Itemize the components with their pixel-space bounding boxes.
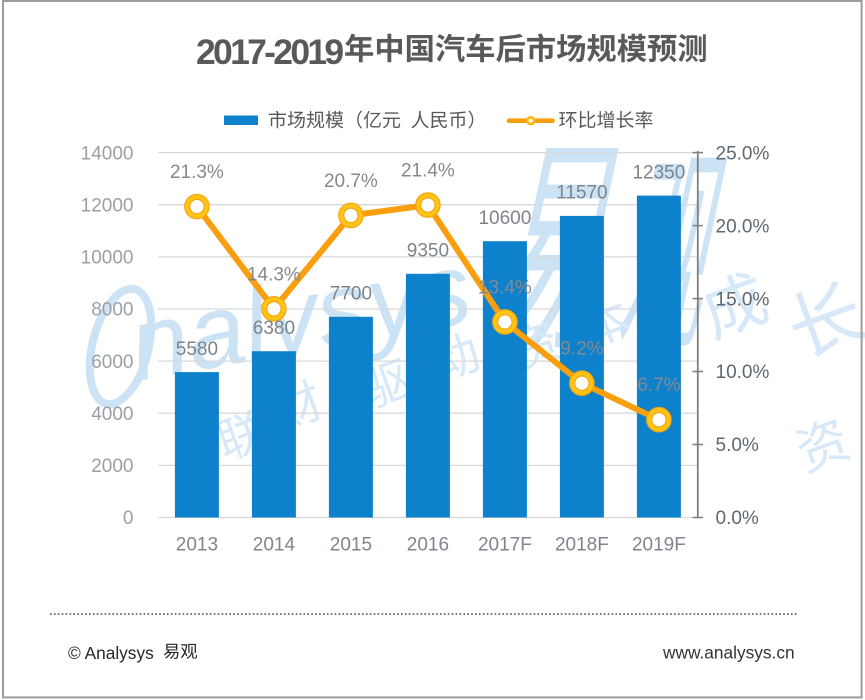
svg-text:2019F: 2019F xyxy=(632,535,686,556)
svg-text:4000: 4000 xyxy=(91,404,133,425)
svg-text:8000: 8000 xyxy=(91,300,133,321)
svg-text:21.3%: 21.3% xyxy=(170,162,224,183)
svg-text:5.0%: 5.0% xyxy=(716,435,759,456)
svg-text:2013: 2013 xyxy=(176,535,218,556)
svg-text:14000: 14000 xyxy=(81,143,134,164)
svg-text:9.2%: 9.2% xyxy=(560,339,603,360)
svg-text:5580: 5580 xyxy=(176,339,218,360)
svg-text:6000: 6000 xyxy=(91,352,133,373)
svg-text:21.4%: 21.4% xyxy=(401,161,455,182)
svg-text:2000: 2000 xyxy=(91,456,133,477)
svg-text:14.3%: 14.3% xyxy=(247,264,301,285)
svg-text:12350: 12350 xyxy=(632,162,685,183)
svg-text:© Analysys: © Analysys xyxy=(68,643,154,663)
svg-text:2018F: 2018F xyxy=(555,535,609,556)
svg-text:2015: 2015 xyxy=(330,535,372,556)
svg-text:12000: 12000 xyxy=(81,195,134,216)
svg-text:13.4%: 13.4% xyxy=(478,277,532,298)
svg-text:6.7%: 6.7% xyxy=(637,375,680,396)
svg-text:25.0%: 25.0% xyxy=(716,143,770,164)
svg-text:6380: 6380 xyxy=(253,318,295,339)
svg-text:2017F: 2017F xyxy=(478,535,532,556)
svg-text:20.7%: 20.7% xyxy=(324,171,378,192)
svg-text:10000: 10000 xyxy=(81,248,134,269)
svg-text:0.0%: 0.0% xyxy=(716,508,759,529)
svg-text:0: 0 xyxy=(123,508,134,529)
svg-text:www.analysys.cn: www.analysys.cn xyxy=(662,643,795,663)
svg-text:7700: 7700 xyxy=(330,284,372,305)
svg-text:10.0%: 10.0% xyxy=(716,362,770,383)
svg-text:2017-2019: 2017-2019 xyxy=(196,32,343,72)
svg-text:9350: 9350 xyxy=(407,241,449,262)
svg-text:10600: 10600 xyxy=(478,208,531,229)
svg-text:2014: 2014 xyxy=(253,535,296,556)
svg-text:20.0%: 20.0% xyxy=(716,216,770,237)
svg-text:11570: 11570 xyxy=(556,183,607,204)
svg-text:15.0%: 15.0% xyxy=(716,289,770,310)
svg-text:2016: 2016 xyxy=(407,535,449,556)
